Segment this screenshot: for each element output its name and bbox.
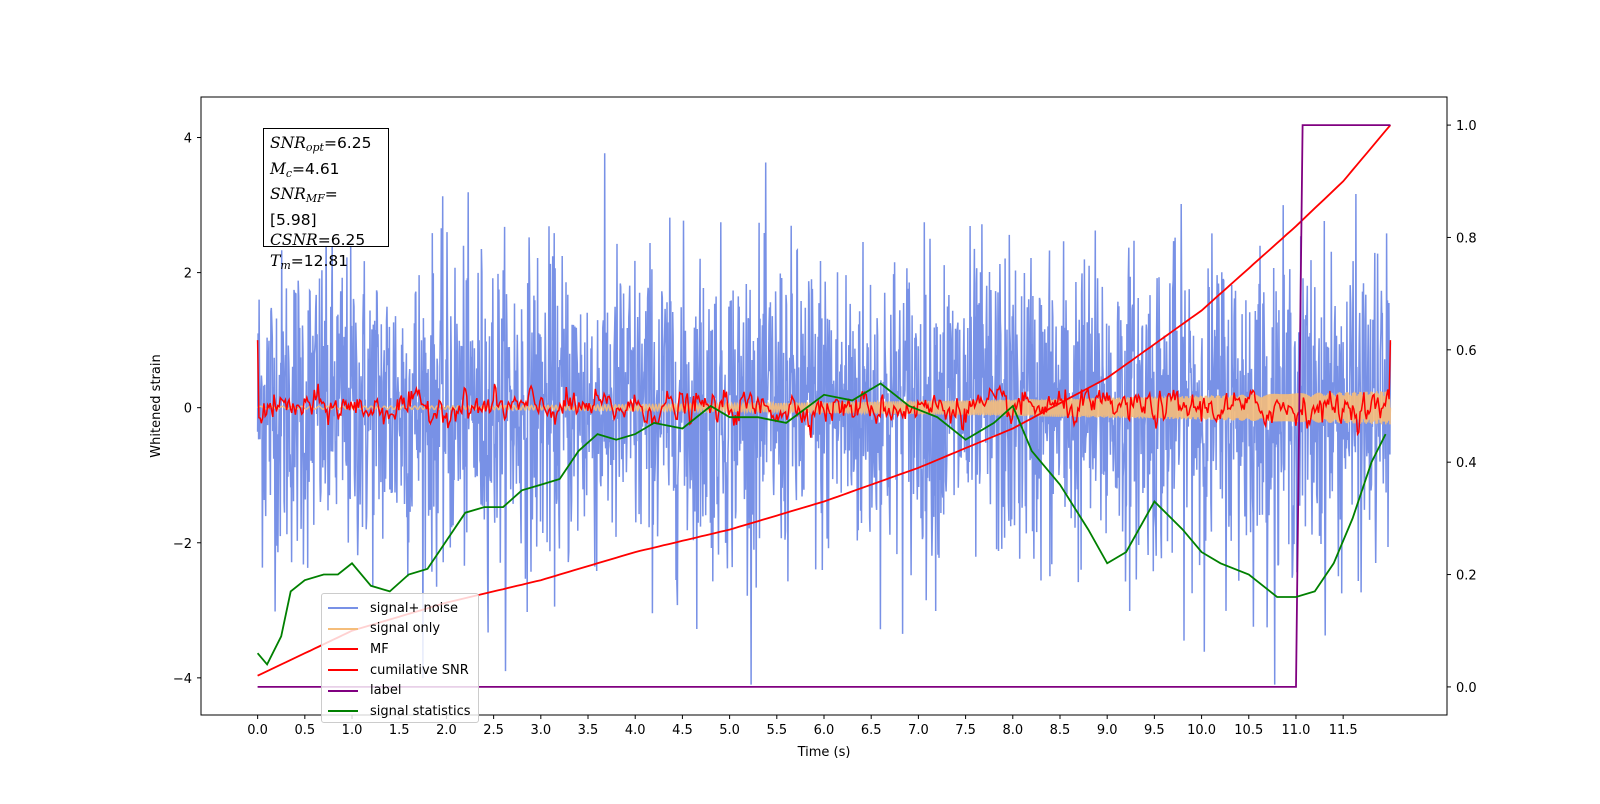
x-tick-label: 2.0 (436, 723, 457, 738)
x-tick-label: 5.5 (766, 723, 787, 738)
x-tick-label: 11.5 (1329, 723, 1358, 738)
legend-swatch (328, 607, 358, 610)
x-tick-label: 7.5 (955, 723, 976, 738)
y-axis-label: Whitened strain (149, 354, 164, 457)
y-tick-label: −2 (173, 537, 192, 552)
legend-item-signal-only: signal only (328, 619, 472, 640)
stats-annotation-box: SNRopt=6.25 Mc=4.61 SNRMF=[5.98] CSNR=6.… (263, 128, 389, 272)
x-tick-label: 9.5 (1144, 723, 1165, 738)
x-tick-label: 0.5 (294, 723, 315, 738)
x-tick-label: 5.0 (719, 723, 740, 738)
y-tick-label: 2 (184, 267, 192, 282)
series-mf-line (256, 340, 1392, 438)
stat-tm: Tm=12.81 (270, 251, 349, 272)
x-tick-label: 8.5 (1050, 723, 1071, 738)
legend-item-cumulative-snr: cumilative SNR (328, 660, 472, 681)
series-label-line (257, 124, 1391, 688)
x-tick-label: 6.0 (814, 723, 835, 738)
series-signal-only-line (257, 391, 1392, 425)
x-tick-label: 8.0 (1002, 723, 1023, 738)
x-tick-label: 2.5 (483, 723, 504, 738)
y2-tick-label: 0.4 (1456, 456, 1477, 471)
y-tick-label: −4 (173, 672, 192, 687)
x-tick-label: 3.0 (530, 723, 551, 738)
legend-swatch (328, 669, 358, 672)
y-tick-label: 4 (184, 132, 192, 147)
y2-tick-label: 0.2 (1456, 569, 1477, 584)
x-tick-label: 4.5 (672, 723, 693, 738)
x-tick-label: 3.5 (578, 723, 599, 738)
legend-item-mf: MF (328, 639, 472, 660)
series-signal-noise-line (256, 153, 1392, 685)
legend-swatch (328, 710, 358, 713)
legend-swatch (328, 689, 358, 692)
legend-item-signal-noise: signal+ noise (328, 598, 472, 619)
x-tick-label: 1.5 (389, 723, 410, 738)
stat-mc: Mc=4.61 (270, 159, 340, 180)
stat-csnr: CSNR=6.25 (270, 231, 366, 249)
legend-item-signal-statistics: signal statistics (328, 701, 472, 722)
x-tick-label: 10.0 (1187, 723, 1216, 738)
x-tick-label: 1.0 (342, 723, 363, 738)
x-tick-label: 10.5 (1234, 723, 1263, 738)
legend-swatch (328, 648, 358, 651)
x-tick-label: 7.0 (908, 723, 929, 738)
y2-tick-label: 1.0 (1456, 119, 1477, 134)
series-signal-statistics-line (256, 382, 1387, 667)
x-tick-label: 0.0 (247, 723, 268, 738)
x-tick-label: 6.5 (861, 723, 882, 738)
stat-snr-mf: SNRMF=[5.98] (270, 185, 338, 229)
x-tick-label: 4.0 (625, 723, 646, 738)
x-axis-label: Time (s) (797, 745, 851, 760)
legend-item-label: label (328, 680, 472, 701)
y-tick-label: 0 (184, 402, 192, 417)
y2-tick-label: 0.8 (1456, 231, 1477, 246)
stat-snr-opt: SNRopt=6.25 (270, 134, 372, 154)
y2-tick-label: 0.6 (1456, 344, 1477, 359)
x-tick-label: 11.0 (1281, 723, 1310, 738)
x-tick-label: 9.0 (1097, 723, 1118, 738)
legend: signal+ noise signal only MF cumilative … (321, 593, 479, 723)
y2-tick-label: 0.0 (1456, 681, 1477, 696)
legend-swatch (328, 627, 358, 630)
